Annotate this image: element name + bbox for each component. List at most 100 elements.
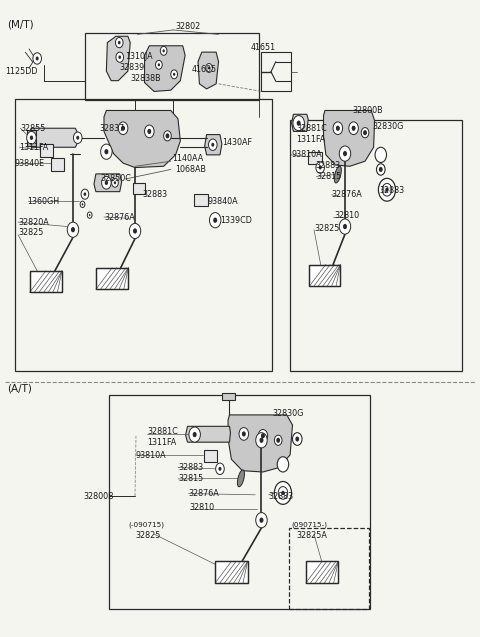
- Bar: [306, 561, 338, 583]
- Polygon shape: [104, 110, 180, 168]
- Text: 32855: 32855: [21, 124, 46, 132]
- Circle shape: [209, 213, 221, 228]
- Circle shape: [260, 517, 264, 523]
- Circle shape: [27, 131, 36, 144]
- Text: 32810: 32810: [190, 503, 215, 512]
- Bar: [306, 561, 338, 583]
- Text: 32802: 32802: [176, 22, 201, 31]
- Circle shape: [256, 513, 267, 528]
- Circle shape: [160, 47, 167, 55]
- Bar: [85, 33, 259, 100]
- Text: (M/T): (M/T): [7, 19, 34, 29]
- Bar: [40, 144, 53, 157]
- Text: 32850C: 32850C: [101, 175, 132, 183]
- Polygon shape: [144, 46, 185, 92]
- Bar: [133, 183, 144, 194]
- Circle shape: [208, 66, 210, 69]
- Text: 32825: 32825: [135, 531, 160, 540]
- Circle shape: [376, 164, 385, 175]
- Circle shape: [89, 214, 91, 216]
- Circle shape: [385, 187, 389, 192]
- Circle shape: [378, 178, 396, 201]
- Text: 1311FA: 1311FA: [296, 135, 325, 144]
- Bar: [194, 194, 207, 206]
- Circle shape: [295, 436, 299, 441]
- Circle shape: [148, 129, 151, 134]
- Text: 32800B: 32800B: [84, 492, 114, 501]
- Polygon shape: [94, 174, 121, 192]
- Circle shape: [216, 463, 224, 475]
- Circle shape: [80, 201, 85, 208]
- Circle shape: [352, 125, 356, 131]
- Circle shape: [102, 176, 111, 189]
- Polygon shape: [291, 114, 308, 131]
- Circle shape: [156, 61, 162, 69]
- Text: 32839: 32839: [120, 63, 145, 72]
- Circle shape: [166, 133, 169, 138]
- Circle shape: [260, 438, 264, 443]
- Circle shape: [33, 53, 41, 64]
- Circle shape: [218, 467, 221, 471]
- Circle shape: [336, 125, 340, 131]
- Text: 32876A: 32876A: [189, 489, 219, 498]
- Circle shape: [239, 427, 249, 440]
- Circle shape: [105, 180, 108, 185]
- Polygon shape: [29, 128, 78, 147]
- Text: 32881C: 32881C: [147, 427, 178, 436]
- Circle shape: [364, 131, 366, 134]
- Bar: [51, 158, 64, 171]
- Circle shape: [379, 167, 383, 172]
- Circle shape: [114, 181, 116, 184]
- Polygon shape: [107, 36, 130, 81]
- Circle shape: [119, 55, 121, 59]
- Text: 32837: 32837: [99, 124, 124, 132]
- Bar: [288, 529, 369, 609]
- Bar: [30, 271, 62, 292]
- Text: 32800B: 32800B: [352, 106, 383, 115]
- Text: 1125DD: 1125DD: [5, 67, 38, 76]
- Circle shape: [319, 166, 322, 169]
- Circle shape: [81, 189, 89, 199]
- Bar: [215, 561, 248, 583]
- Circle shape: [133, 228, 137, 234]
- Circle shape: [82, 203, 84, 206]
- Bar: [308, 152, 322, 164]
- Circle shape: [211, 143, 214, 147]
- Bar: [306, 561, 338, 583]
- Circle shape: [278, 487, 288, 499]
- Text: 93840A: 93840A: [207, 197, 238, 206]
- Circle shape: [76, 136, 79, 140]
- Text: 32815: 32815: [178, 475, 203, 483]
- Text: 93840E: 93840E: [15, 159, 45, 168]
- Text: 32883: 32883: [178, 463, 203, 472]
- Circle shape: [158, 63, 160, 66]
- Bar: [109, 394, 370, 609]
- Circle shape: [36, 57, 39, 61]
- Circle shape: [147, 129, 151, 134]
- Circle shape: [121, 125, 125, 131]
- Circle shape: [87, 212, 92, 218]
- Text: 32883: 32883: [142, 190, 168, 199]
- Text: 1311FA: 1311FA: [147, 438, 176, 447]
- Bar: [30, 271, 62, 292]
- Circle shape: [192, 432, 197, 437]
- Text: 1140AA: 1140AA: [172, 154, 204, 163]
- Text: 32883: 32883: [315, 161, 340, 169]
- Circle shape: [71, 227, 75, 233]
- Text: 32883: 32883: [269, 492, 294, 501]
- Text: 32881C: 32881C: [296, 124, 327, 132]
- Circle shape: [292, 433, 302, 445]
- Text: (A/T): (A/T): [7, 383, 32, 393]
- Circle shape: [208, 139, 217, 150]
- Circle shape: [333, 122, 343, 134]
- Circle shape: [205, 64, 212, 73]
- Circle shape: [261, 433, 265, 438]
- Text: 41605: 41605: [192, 65, 216, 74]
- Ellipse shape: [238, 470, 244, 487]
- Text: 32830G: 32830G: [372, 122, 404, 131]
- Text: 32825A: 32825A: [296, 531, 327, 540]
- Circle shape: [166, 134, 169, 138]
- Text: 32876A: 32876A: [332, 190, 362, 199]
- Circle shape: [276, 438, 280, 443]
- Text: 1310JA: 1310JA: [125, 52, 153, 61]
